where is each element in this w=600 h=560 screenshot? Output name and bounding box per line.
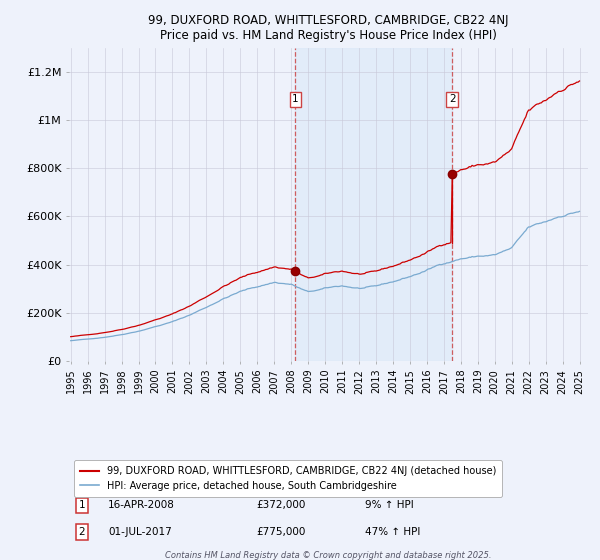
Text: 16-APR-2008: 16-APR-2008 [108,501,175,511]
Legend: 99, DUXFORD ROAD, WHITTLESFORD, CAMBRIDGE, CB22 4NJ (detached house), HPI: Avera: 99, DUXFORD ROAD, WHITTLESFORD, CAMBRIDG… [74,460,502,497]
Bar [295,48,452,361]
Text: 9% ↑ HPI: 9% ↑ HPI [365,501,413,511]
Text: £775,000: £775,000 [256,527,305,537]
Text: 1: 1 [292,95,299,105]
Text: 2: 2 [79,527,85,537]
Text: 01-JUL-2017: 01-JUL-2017 [108,527,172,537]
Title: 99, DUXFORD ROAD, WHITTLESFORD, CAMBRIDGE, CB22 4NJ
Price paid vs. HM Land Regis: 99, DUXFORD ROAD, WHITTLESFORD, CAMBRIDG… [148,14,509,42]
Text: Contains HM Land Registry data © Crown copyright and database right 2025.
This d: Contains HM Land Registry data © Crown c… [165,550,492,560]
Text: £372,000: £372,000 [256,501,305,511]
Text: 1: 1 [79,501,85,511]
Text: 2: 2 [449,95,455,105]
Text: 47% ↑ HPI: 47% ↑ HPI [365,527,420,537]
